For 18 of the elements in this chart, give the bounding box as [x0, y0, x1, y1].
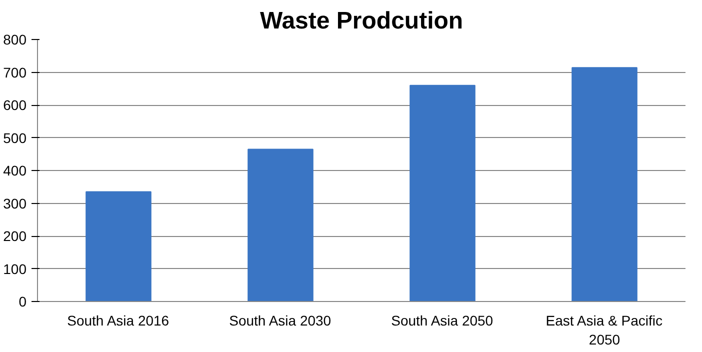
y-tick-label: 200 — [3, 228, 27, 244]
y-tick-label: 600 — [3, 97, 27, 113]
y-tick-label: 300 — [3, 195, 27, 212]
bar — [86, 191, 152, 302]
y-tick-label: 700 — [3, 64, 27, 80]
x-tick-label: South Asia 2030 — [229, 312, 332, 328]
y-tick-label: 100 — [3, 260, 27, 277]
x-tick-label: South Asia 2016 — [67, 312, 170, 328]
bar — [248, 148, 314, 302]
chart-title: Waste Prodcution — [260, 8, 464, 34]
x-tick-label: South Asia 2050 — [391, 312, 494, 328]
bar — [572, 67, 638, 302]
x-tick-label: East Asia & Pacific 2050 — [546, 312, 662, 348]
y-tick-label: 800 — [3, 32, 27, 48]
y-tick-label: 500 — [3, 130, 27, 146]
y-tick-label: 0 — [18, 294, 27, 310]
y-tick-label: 400 — [3, 162, 27, 178]
bar — [410, 84, 476, 302]
